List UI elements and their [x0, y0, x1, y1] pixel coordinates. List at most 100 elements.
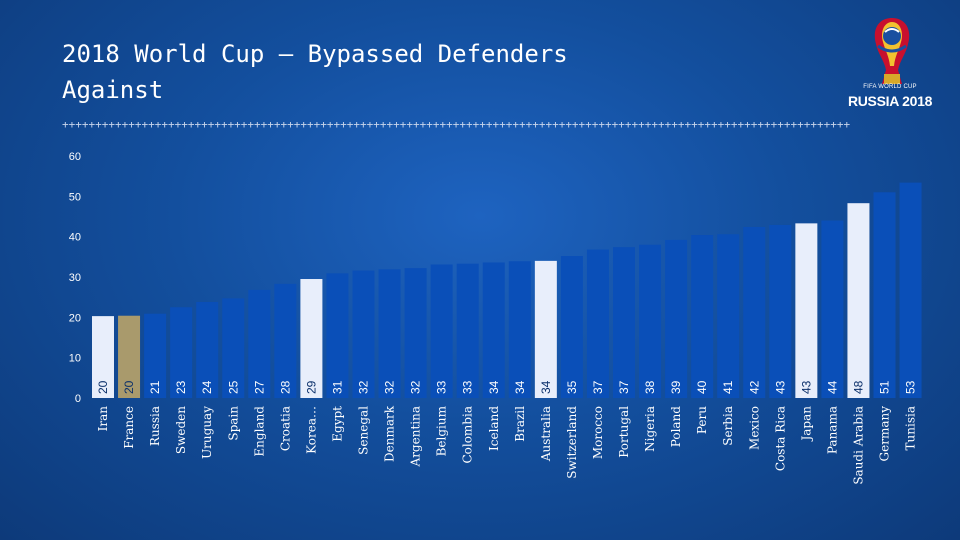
data-label: 33 — [435, 380, 449, 394]
data-label: 48 — [851, 380, 865, 394]
x-tick-label: Peru — [695, 406, 709, 434]
data-label: 35 — [565, 380, 579, 394]
y-tick-label: 30 — [69, 272, 81, 284]
data-label: 38 — [643, 380, 657, 394]
x-tick-label: Uruguay — [200, 406, 214, 459]
bar — [743, 226, 766, 398]
bar — [352, 270, 375, 398]
x-tick-label: Russia — [148, 406, 162, 446]
bar — [482, 262, 505, 398]
bar — [847, 203, 870, 398]
x-tick-label: Denmark — [383, 405, 397, 462]
bar — [899, 182, 922, 398]
x-tick-label: Switzerland — [565, 406, 579, 479]
data-label: 37 — [591, 380, 605, 394]
bar — [248, 289, 271, 398]
data-label: 41 — [721, 380, 735, 394]
data-label: 21 — [148, 380, 162, 394]
bar — [560, 256, 583, 398]
bar — [300, 279, 323, 398]
data-label: 32 — [357, 380, 371, 394]
y-tick-label: 40 — [69, 232, 81, 244]
bar — [326, 273, 349, 398]
data-label: 32 — [383, 380, 397, 394]
data-label: 34 — [487, 380, 501, 394]
data-label: 32 — [409, 380, 423, 394]
x-tick-label: Nigeria — [643, 406, 657, 452]
world-cup-trophy-icon — [874, 18, 910, 84]
x-tick-label: Saudi Arabia — [851, 406, 865, 485]
bar — [613, 247, 635, 398]
y-tick-label: 0 — [75, 393, 81, 405]
title-line-2: Against — [62, 76, 164, 104]
bar — [586, 249, 609, 398]
x-tick-label: Argentina — [409, 406, 423, 467]
x-tick-label: Croatia — [278, 406, 292, 451]
data-label: 20 — [96, 380, 110, 394]
data-label: 42 — [747, 380, 761, 394]
data-label: 40 — [695, 380, 709, 394]
data-label: 39 — [669, 380, 683, 394]
x-tick-label: Iran — [96, 406, 110, 432]
data-label: 20 — [122, 380, 136, 394]
y-tick-label: 50 — [69, 191, 81, 203]
x-tick-label: Costa Rica — [773, 406, 787, 471]
bar — [639, 244, 662, 398]
x-tick-label: Sweden — [174, 406, 188, 454]
x-tick-label: Serbia — [721, 406, 735, 446]
y-tick-label: 10 — [69, 353, 81, 365]
data-label: 28 — [278, 380, 292, 394]
x-tick-label: Morocco — [591, 406, 605, 459]
data-label: 24 — [200, 380, 214, 394]
x-tick-label: Korea… — [304, 406, 318, 454]
data-label: 29 — [304, 380, 318, 394]
decorative-divider: ++++++++++++++++++++++++++++++++++++++++… — [62, 118, 851, 131]
bar — [795, 223, 818, 398]
data-label: 27 — [252, 380, 266, 394]
x-tick-label: Australia — [539, 406, 553, 462]
bar — [274, 283, 297, 398]
x-tick-label: Belgium — [435, 405, 449, 456]
x-tick-label: Japan — [799, 406, 813, 443]
data-label: 37 — [617, 380, 631, 394]
bar — [378, 269, 401, 398]
x-tick-label: Spain — [226, 406, 240, 441]
bar — [717, 234, 740, 398]
bar — [170, 307, 193, 398]
bar — [222, 298, 245, 398]
bar — [144, 313, 167, 398]
y-tick-label: 20 — [69, 312, 81, 324]
bar — [92, 316, 114, 398]
page-title: 2018 World Cup – Bypassed Defenders Agai… — [62, 36, 762, 108]
x-tick-label: Egypt — [330, 406, 344, 442]
x-tick-label: Iceland — [487, 406, 501, 451]
x-tick-label: Mexico — [747, 406, 761, 450]
x-tick-label: Colombia — [461, 406, 475, 464]
data-label: 25 — [226, 380, 240, 394]
bar — [456, 263, 479, 398]
bar — [508, 261, 531, 398]
bar — [691, 235, 714, 398]
data-label: 53 — [904, 380, 918, 394]
data-label: 33 — [461, 380, 475, 394]
data-label: 51 — [878, 380, 892, 394]
y-tick-label: 60 — [69, 151, 81, 163]
x-tick-label: Senegal — [357, 406, 371, 455]
bar — [534, 260, 557, 398]
bar — [118, 315, 141, 398]
x-tick-label: England — [252, 406, 266, 457]
bar — [404, 268, 427, 398]
x-tick-label: Brazil — [513, 406, 527, 442]
x-tick-label: Panama — [825, 406, 839, 454]
bar — [873, 192, 896, 398]
title-line-1: 2018 World Cup – Bypassed Defenders — [62, 40, 568, 68]
data-label: 43 — [799, 380, 813, 394]
x-tick-label: Portugal — [617, 406, 631, 458]
x-tick-label: Germany — [878, 406, 892, 462]
bar — [430, 264, 453, 398]
data-label: 44 — [825, 380, 839, 394]
bar — [769, 224, 792, 398]
logo-wordmark: RUSSIA 2018 — [847, 93, 933, 109]
x-tick-label: Poland — [669, 406, 683, 448]
